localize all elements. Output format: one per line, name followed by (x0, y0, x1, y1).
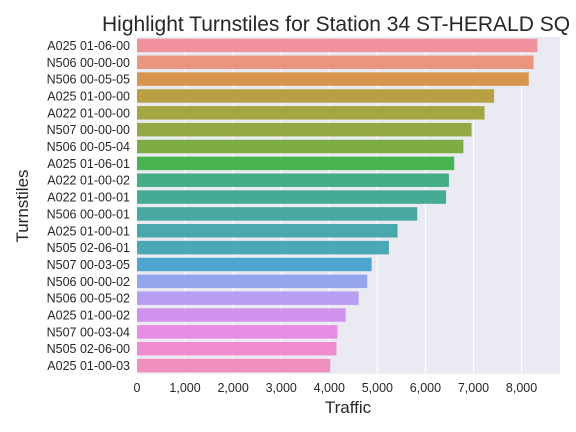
y-tick-label: N507 00-03-04 (47, 325, 130, 339)
bar (137, 173, 449, 186)
bar (137, 291, 359, 304)
bar (137, 190, 446, 203)
bar (137, 89, 494, 102)
y-tick-label: N506 00-05-02 (47, 292, 130, 306)
y-tick-label: A025 01-06-00 (47, 39, 130, 53)
bar (137, 258, 372, 271)
y-tick-label: N507 00-00-00 (47, 123, 130, 137)
x-tick-label: 8,000 (506, 381, 537, 395)
bar (137, 241, 389, 254)
bar (137, 359, 330, 372)
bar (137, 308, 346, 321)
y-tick-label: N506 00-00-00 (47, 56, 130, 70)
x-tick-label: 2,000 (217, 381, 248, 395)
y-tick-label: A022 01-00-00 (47, 106, 130, 120)
y-tick-label: N506 00-00-01 (47, 207, 130, 221)
x-tick-label: 3,000 (266, 381, 297, 395)
x-tick-label: 0 (134, 381, 141, 395)
y-tick-labels: A025 01-06-00 N506 00-00-00 N506 00-05-05 A… (47, 39, 130, 373)
bar (137, 39, 537, 52)
y-tick-label: N506 00-05-04 (47, 140, 130, 154)
y-tick-label: N506 00-05-05 (47, 73, 130, 87)
bar (137, 207, 417, 220)
x-tick-labels: 0 1,000 2,000 3,000 4,000 5,000 6,000 7,000 8,00… (134, 381, 538, 395)
y-tick-label: A025 01-06-01 (47, 157, 130, 171)
y-tick-label: N506 00-00-02 (47, 275, 130, 289)
y-tick-label: A025 01-00-02 (47, 309, 130, 323)
chart-title: Highlight Turnstiles for Station 34 ST-H… (102, 13, 570, 36)
y-tick-label: A025 01-00-01 (47, 224, 130, 238)
y-axis-label: Turnstiles (13, 169, 32, 242)
y-tick-label: N507 00-03-05 (47, 258, 130, 272)
bar (137, 106, 485, 119)
x-tick-label: 7,000 (458, 381, 489, 395)
bar (137, 72, 529, 85)
bar (137, 342, 336, 355)
y-tick-label: N505 02-06-00 (47, 342, 130, 356)
x-tick-label: 5,000 (362, 381, 393, 395)
y-tick-label: A025 01-00-03 (47, 359, 130, 373)
bar (137, 325, 337, 338)
bar (137, 140, 463, 153)
bar (137, 224, 398, 237)
y-tick-label: A022 01-00-01 (47, 191, 130, 205)
y-tick-label: A022 01-00-02 (47, 174, 130, 188)
y-tick-label: A025 01-00-00 (47, 89, 130, 103)
bar (137, 56, 534, 69)
y-tick-label: N505 02-06-01 (47, 241, 130, 255)
bar (137, 275, 367, 288)
x-tick-label: 6,000 (410, 381, 441, 395)
plot-background (137, 37, 560, 374)
bar (137, 123, 472, 136)
x-axis-label: Traffic (325, 398, 372, 417)
x-tick-label: 4,000 (314, 381, 345, 395)
x-tick-label: 1,000 (169, 381, 200, 395)
bar (137, 157, 454, 170)
